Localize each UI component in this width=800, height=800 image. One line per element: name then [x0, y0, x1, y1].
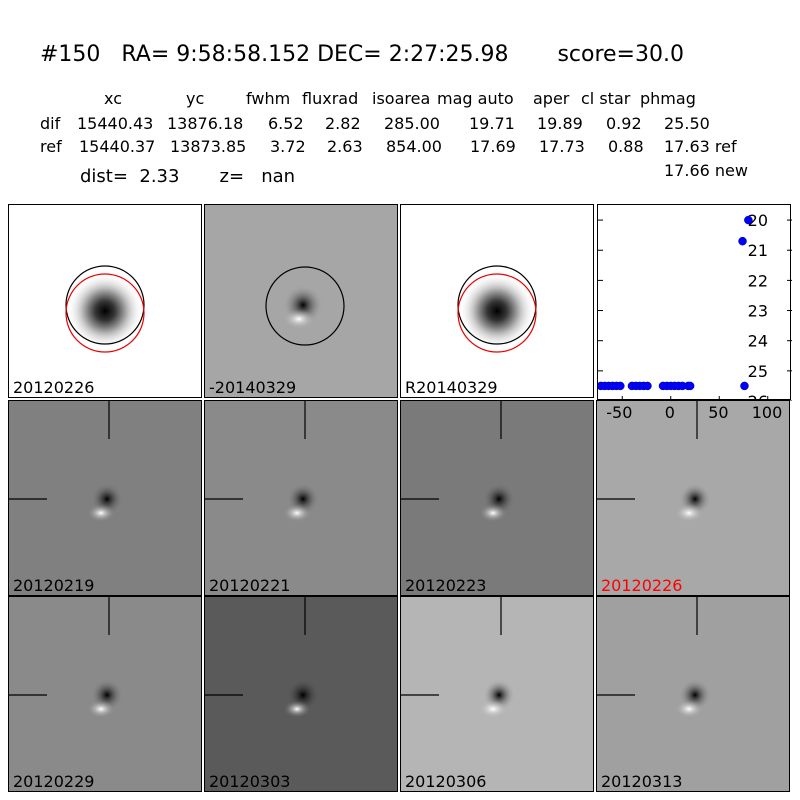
stamp-label: 20120226 [13, 378, 95, 397]
stamp-image [205, 401, 319, 522]
col-xc: xc [104, 89, 122, 108]
stamp-image [597, 401, 711, 522]
stamp-image [401, 597, 515, 718]
cutout-stamp-7: 20120313 [596, 596, 790, 792]
stamp-image [401, 401, 515, 522]
stamp-image [9, 597, 123, 718]
light-curve-svg: 20212223242526 [596, 211, 792, 411]
stamp-label: 20120229 [13, 772, 95, 791]
cutout-stamp-0: 20120219 [8, 400, 202, 596]
row-label: dif [40, 114, 61, 133]
col-isoarea: isoarea [372, 89, 431, 108]
aperture-circle [65, 265, 145, 345]
col-mag-auto: mag auto [437, 89, 514, 108]
y-tick-label: 23 [748, 302, 768, 321]
data-point [740, 381, 749, 391]
y-tick-label: 22 [748, 271, 768, 290]
col-aper: aper [533, 89, 570, 108]
dist-line: dist= 2.33 z= nan [80, 166, 296, 187]
cutout-stamp-4: 20120229 [8, 596, 202, 792]
cell: 17.73 [539, 137, 585, 156]
cell: 6.52 [268, 114, 304, 133]
page-title: #150 RA= 9:58:58.152 DEC= 2:27:25.98 sco… [40, 42, 684, 67]
stamp-label: 20120306 [405, 772, 487, 791]
stamp-label: -20140329 [209, 378, 297, 397]
row-label: ref [40, 137, 62, 156]
x-tick-label: 100 [751, 403, 783, 422]
cutout-stamp-2: 20120223 [400, 400, 594, 596]
stamp-label: 20120219 [13, 576, 95, 595]
y-tick-label: 21 [748, 241, 768, 260]
stamp-label: R20140329 [405, 378, 498, 397]
cutout-stamp-1: 20120221 [204, 400, 398, 596]
stamp-image [65, 265, 145, 353]
cell: 854.00 [386, 137, 442, 156]
stamp-image [457, 265, 537, 353]
col-fluxrad: fluxrad [302, 89, 359, 108]
cell: 2.63 [327, 137, 363, 156]
data-point [616, 381, 625, 391]
x-tick-label: -50 [606, 403, 633, 422]
cell: 25.50 [664, 114, 710, 133]
stamp-label: 20120223 [405, 576, 487, 595]
col-cl-star: cl star [581, 89, 631, 108]
cell: 17.69 [470, 137, 516, 156]
stamp-label: 20120303 [209, 772, 291, 791]
cell: 0.92 [606, 114, 642, 133]
cell: 2.82 [325, 114, 361, 133]
cell: 15440.37 [79, 137, 156, 156]
y-tick-label: 25 [748, 362, 768, 381]
cell: 17.63 ref [664, 137, 737, 156]
cell: 3.72 [270, 137, 306, 156]
cell: 13873.85 [170, 137, 247, 156]
stamp-label: 20120313 [601, 772, 683, 791]
ref-circle [65, 273, 145, 353]
dipole-light [283, 700, 311, 718]
stamp-image [9, 401, 123, 522]
cutout-stamp-5: 20120303 [204, 596, 398, 792]
y-tick-label: 24 [748, 332, 768, 351]
dipole-light [675, 504, 703, 522]
stamp-image [205, 597, 319, 718]
data-point [744, 215, 753, 225]
cutout-stamp-6: 20120306 [400, 596, 594, 792]
data-point [643, 381, 652, 391]
dipole-light [87, 504, 115, 522]
star-blob [67, 273, 143, 349]
stamp-label: 20120226 [601, 576, 683, 595]
dipole-light [283, 309, 315, 329]
cutout-stamp-3: 20120226 [596, 400, 790, 596]
x-tick-label: 0 [664, 403, 675, 422]
dipole-light [479, 504, 507, 522]
cell: 19.71 [469, 114, 515, 133]
col-fwhm: fwhm [246, 89, 291, 108]
data-point [685, 381, 695, 391]
stamp-image [597, 597, 711, 718]
stamp-image [265, 266, 345, 346]
dipole-light [675, 700, 703, 718]
stamp-label: 20120221 [209, 576, 291, 595]
top-stamp-2: R20140329 [400, 204, 594, 398]
star-blob [459, 273, 535, 349]
x-tick-label: 50 [708, 403, 729, 422]
cell: 0.88 [608, 137, 644, 156]
cell: 13876.18 [167, 114, 244, 133]
top-stamp-0: 20120226 [8, 204, 202, 398]
light-curve-plot: 20212223242526 [596, 204, 792, 411]
ref-circle [457, 273, 537, 353]
dipole-light [479, 700, 507, 718]
cell: 285.00 [384, 114, 440, 133]
dipole-light [87, 700, 115, 718]
data-point [738, 236, 747, 246]
new-mag: 17.66 new [664, 161, 748, 180]
top-stamp-1: -20140329 [204, 204, 398, 398]
col-phmag: phmag [640, 89, 696, 108]
y-tick-label: 20 [748, 211, 768, 230]
cell: 19.89 [537, 114, 583, 133]
aperture-circle [265, 266, 345, 346]
aperture-circle [457, 265, 537, 345]
cell: 15440.43 [77, 114, 154, 133]
col-yc: yc [186, 89, 205, 108]
dipole-light [283, 504, 311, 522]
